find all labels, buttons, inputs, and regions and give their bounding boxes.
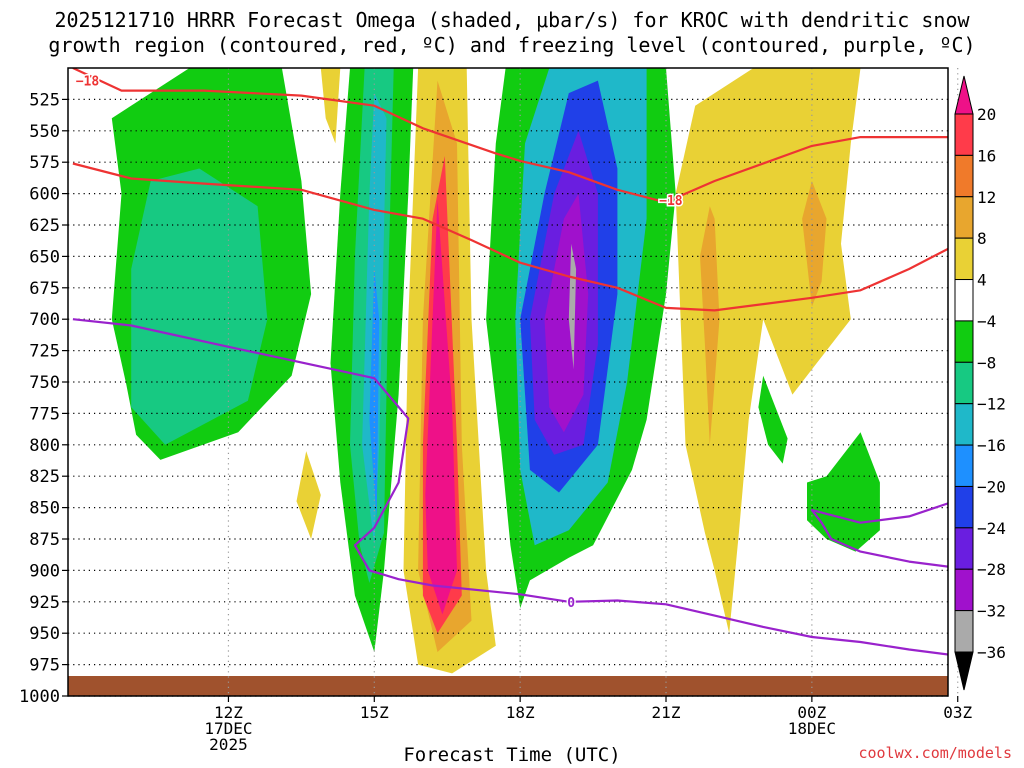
- y-tick-label-850: 850: [29, 499, 60, 519]
- x-tick-label-15Z: 15Z: [360, 703, 389, 722]
- omega-region-early-ascent-core: [131, 168, 268, 445]
- contour-freezing-level-east: [810, 502, 948, 568]
- colorbar-label-13: −36: [977, 643, 1006, 662]
- y-tick-label-625: 625: [29, 216, 60, 236]
- colorbar-bin-11: [954, 568, 974, 612]
- colorbar-label-4: 4: [977, 271, 987, 290]
- omega-region-ascent-23z: [758, 375, 788, 464]
- y-tick-label-750: 750: [29, 373, 60, 393]
- x-tick-label-00Z: 00Z: [797, 703, 826, 722]
- colorbar-bin-4: [954, 279, 974, 322]
- omega-region-ascent-01z: [807, 432, 880, 552]
- colorbar-label-3: 8: [977, 229, 987, 248]
- chart-title-line-1: 2025121710 HRRR Forecast Omega (shaded, …: [54, 8, 970, 32]
- colorbar-bin-8: [954, 444, 974, 487]
- colorbar-bin-7: [954, 403, 974, 446]
- omega-region-ascent-18z-strong: [544, 193, 589, 433]
- omega-region-blip-2: [320, 68, 341, 144]
- source-credit[interactable]: coolwx.com/models: [858, 744, 1012, 762]
- colorbar-label-0: 20: [977, 105, 996, 124]
- omega-region-ascent-18z-peak: [568, 243, 577, 370]
- colorbar-label-7: −12: [977, 395, 1006, 414]
- x-tick-label-21Z: 21Z: [652, 703, 681, 722]
- colorbar-label-12: −32: [977, 602, 1006, 621]
- y-tick-label-825: 825: [29, 467, 60, 487]
- colorbar-label-10: −24: [977, 519, 1006, 538]
- colorbar-label-1: 16: [977, 146, 996, 165]
- x-tick-label-18Z: 18Z: [506, 703, 535, 722]
- x-tick-label-12Z-sub1: 17DEC: [204, 719, 252, 738]
- chart-title-line-2: growth region (contoured, red, ºC) and f…: [48, 33, 976, 57]
- omega-region-descent-00z-core: [802, 181, 827, 307]
- y-tick-label-550: 550: [29, 122, 60, 142]
- colorbar-bin-9: [954, 485, 974, 529]
- omega-region-blip-1: [296, 451, 321, 539]
- x-tick-label-00Z-sub1: 18DEC: [788, 719, 836, 738]
- colorbar-bin-10: [954, 527, 974, 570]
- y-tick-label-775: 775: [29, 404, 60, 424]
- contour-label-dgz-top: −18: [76, 75, 100, 90]
- omega-region-ascent-15z-peak: [369, 269, 380, 521]
- colorbar-bottom-triangle: [954, 651, 974, 691]
- colorbar-bin-5: [954, 320, 974, 363]
- colorbar-bin-12: [954, 610, 974, 653]
- y-tick-label-925: 925: [29, 593, 60, 613]
- omega-region-descent-16z-peak: [425, 199, 457, 615]
- y-tick-label-975: 975: [29, 656, 60, 676]
- colorbar-label-6: −8: [977, 353, 996, 372]
- x-tick-label-12Z-sub2: 2025: [209, 735, 248, 754]
- y-tick-label-650: 650: [29, 247, 60, 267]
- y-tick-label-525: 525: [29, 90, 60, 110]
- colorbar-bin-0: [954, 113, 974, 156]
- contour-label-dgz-top: −18: [659, 194, 683, 209]
- colorbar-label-9: −20: [977, 477, 1006, 496]
- colorbar-label-11: −28: [977, 560, 1006, 579]
- y-tick-label-575: 575: [29, 153, 60, 173]
- y-tick-label-950: 950: [29, 624, 60, 644]
- colorbar-bin-6: [954, 361, 974, 405]
- y-tick-label-675: 675: [29, 279, 60, 299]
- y-tick-label-700: 700: [29, 310, 60, 330]
- contour-dgz-top: [72, 68, 948, 204]
- y-tick-label-875: 875: [29, 530, 60, 550]
- contour-dgz-bottom: [72, 162, 948, 312]
- colorbar-bin-3: [954, 237, 974, 281]
- terrain-ground: [68, 676, 948, 696]
- x-axis-title: Forecast Time (UTC): [403, 744, 621, 766]
- colorbar-bin-1: [954, 154, 974, 198]
- omega-region-descent-22z-core: [700, 206, 720, 445]
- colorbar-label-8: −16: [977, 436, 1006, 455]
- y-tick-label-800: 800: [29, 436, 60, 456]
- contour-freezing-level: [72, 318, 948, 656]
- x-tick-label-12Z: 12Z: [214, 703, 243, 722]
- colorbar-label-2: 12: [977, 188, 996, 207]
- y-tick-label-1000: 1000: [19, 687, 60, 707]
- colorbar-bin-2: [954, 196, 974, 239]
- contour-label-freezing-level: 0: [567, 596, 575, 611]
- x-tick-label-03Z: 03Z: [943, 703, 972, 722]
- colorbar-label-5: −4: [977, 312, 996, 331]
- y-tick-label-725: 725: [29, 342, 60, 362]
- y-tick-label-600: 600: [29, 185, 60, 205]
- y-tick-label-900: 900: [29, 561, 60, 581]
